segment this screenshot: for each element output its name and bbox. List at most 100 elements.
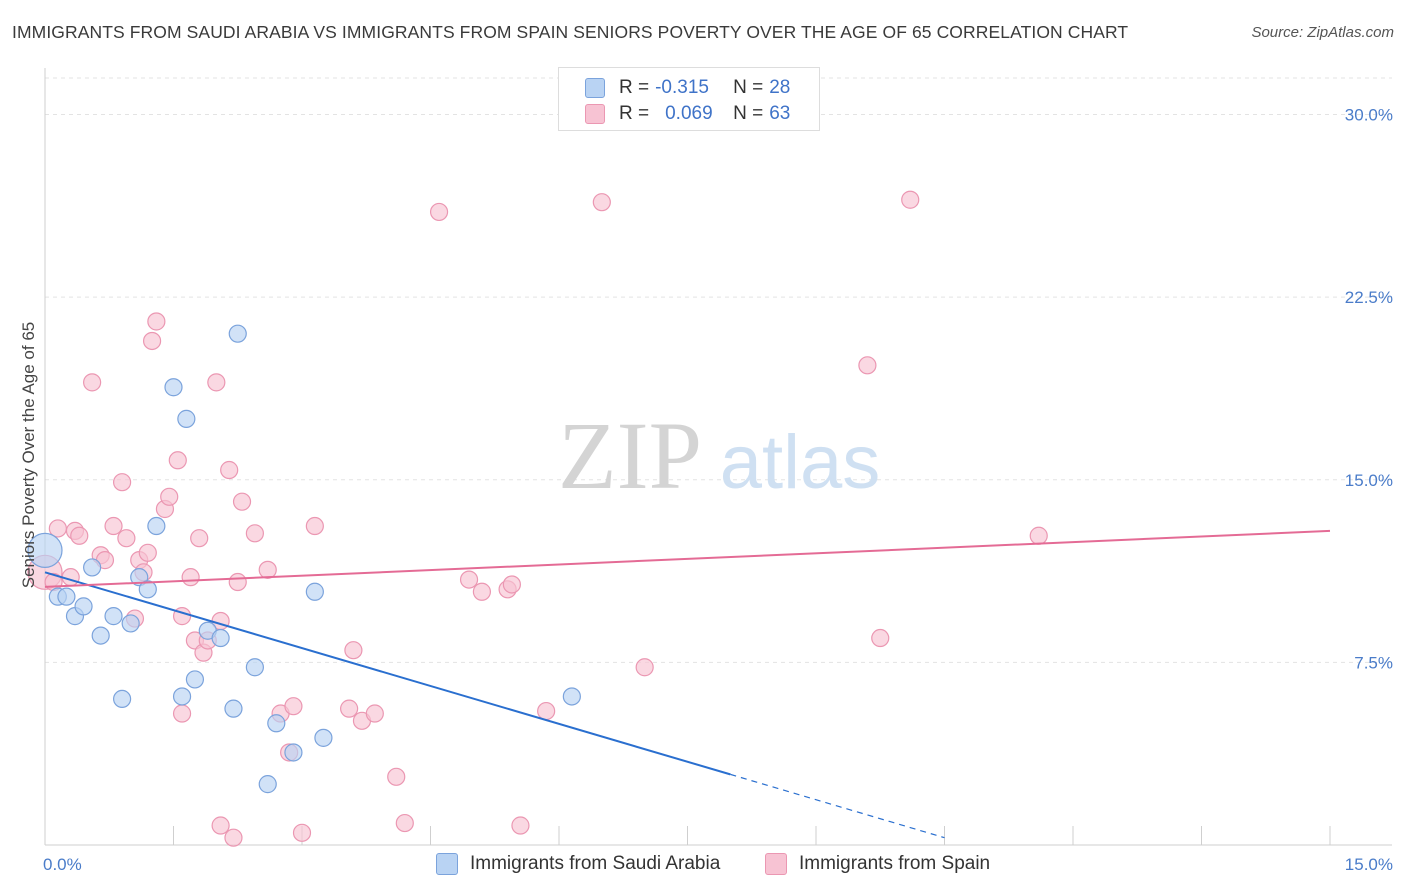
watermark-atlas: atlas: [720, 420, 881, 505]
data-point: [117, 529, 136, 548]
data-point: [224, 828, 243, 847]
data-point: [172, 687, 192, 706]
y-tick-label: 30.0%: [1345, 106, 1393, 125]
watermark-zip: ZIP: [558, 402, 702, 509]
data-point: [138, 580, 157, 599]
data-point: [177, 409, 196, 428]
tick-labels: 7.5% 15.0% 22.5% 30.0% 0.0% 15.0%: [43, 106, 1393, 874]
data-point: [511, 816, 530, 835]
trend-lines: [44, 529, 1331, 839]
x-tick-label: 15.0%: [1345, 855, 1393, 874]
chart-title: IMMIGRANTS FROM SAUDI ARABIA VS IMMIGRAN…: [12, 22, 1129, 42]
legend-n-label: N =: [733, 103, 764, 124]
data-point: [344, 641, 363, 660]
data-point: [537, 701, 556, 721]
gridlines: [45, 77, 1392, 663]
data-point: [112, 689, 132, 709]
data-point: [168, 451, 187, 470]
data-point: [365, 704, 384, 723]
data-point: [314, 728, 333, 747]
data-point: [104, 516, 123, 536]
x-tick-label: 0.0%: [43, 855, 82, 874]
data-point: [1029, 526, 1048, 545]
legend-n-value: 28: [769, 77, 791, 98]
data-point: [459, 570, 479, 589]
legend-r-value: -0.315: [655, 77, 709, 98]
trend-line-saudi: [44, 571, 731, 776]
data-point: [70, 526, 89, 545]
data-point: [305, 582, 324, 601]
y-tick-label: 15.0%: [1345, 471, 1393, 490]
data-point: [305, 516, 324, 536]
trend-line-spain: [44, 529, 1331, 588]
data-point: [224, 699, 243, 718]
data-point: [27, 532, 63, 568]
series-spain-points: [27, 190, 1048, 847]
data-point: [901, 190, 920, 209]
data-point: [211, 628, 230, 648]
data-point: [258, 560, 277, 579]
legend-row-saudi: R = -0.315 N = 28: [585, 76, 790, 100]
data-point: [104, 607, 123, 626]
data-point: [472, 582, 491, 601]
data-point: [562, 687, 581, 706]
data-point: [395, 813, 414, 833]
bottom-legend-swatch-spain: [765, 853, 787, 875]
data-point: [138, 543, 157, 562]
data-point: [228, 324, 247, 343]
bottom-legend-label-spain: Immigrants from Spain: [799, 853, 991, 874]
data-point: [164, 378, 183, 397]
data-point: [190, 529, 209, 548]
data-point: [147, 516, 166, 536]
watermark: ZIP atlas: [558, 402, 880, 509]
data-point: [871, 628, 890, 648]
data-point: [211, 816, 230, 835]
data-point: [387, 767, 406, 786]
data-point: [502, 575, 521, 594]
data-point: [245, 658, 264, 677]
y-tick-label: 7.5%: [1354, 653, 1393, 672]
data-point: [57, 587, 76, 606]
legend-n-label: N =: [733, 77, 764, 98]
data-point: [83, 558, 102, 577]
bottom-legend-label-saudi: Immigrants from Saudi Arabia: [470, 853, 721, 874]
data-point: [74, 597, 93, 616]
legend-r-label: R =: [619, 77, 650, 98]
y-axis-label: Seniors Poverty Over the Age of 65: [19, 322, 38, 588]
data-point: [147, 312, 166, 331]
correlation-legend: R = -0.315 N = 28 R = 0.069 N = 63: [558, 67, 820, 131]
data-point: [292, 823, 312, 842]
series-saudi-points: [27, 324, 581, 794]
trend-line-saudi-extension: [730, 773, 945, 839]
legend-row-spain: R = 0.069 N = 63: [585, 102, 790, 126]
legend-swatch-saudi: [585, 78, 605, 98]
bottom-legend-spain: Immigrants from Spain: [765, 851, 990, 877]
legend-n-value: 63: [769, 103, 791, 124]
data-point: [185, 670, 205, 689]
data-point: [83, 373, 102, 392]
data-point: [112, 473, 132, 492]
bottom-legend-swatch-saudi: [436, 853, 458, 875]
bottom-legend-saudi: Immigrants from Saudi Arabia: [436, 851, 720, 877]
y-tick-label: 22.5%: [1345, 288, 1393, 307]
data-point: [121, 614, 140, 633]
data-point: [340, 699, 359, 718]
legend-r-label: R =: [619, 103, 650, 124]
data-point: [207, 373, 226, 392]
data-point: [592, 193, 611, 212]
data-point: [91, 626, 110, 645]
data-point: [429, 202, 449, 222]
data-point: [284, 697, 303, 716]
data-point: [142, 331, 162, 351]
data-point: [267, 714, 286, 733]
data-point: [220, 460, 239, 480]
data-point: [635, 658, 654, 677]
data-point: [228, 572, 247, 592]
legend-r-value: 0.069: [665, 103, 713, 124]
data-point: [232, 492, 252, 511]
data-point: [160, 487, 179, 506]
data-point: [245, 524, 264, 543]
data-point: [284, 743, 303, 762]
data-point: [181, 568, 200, 587]
